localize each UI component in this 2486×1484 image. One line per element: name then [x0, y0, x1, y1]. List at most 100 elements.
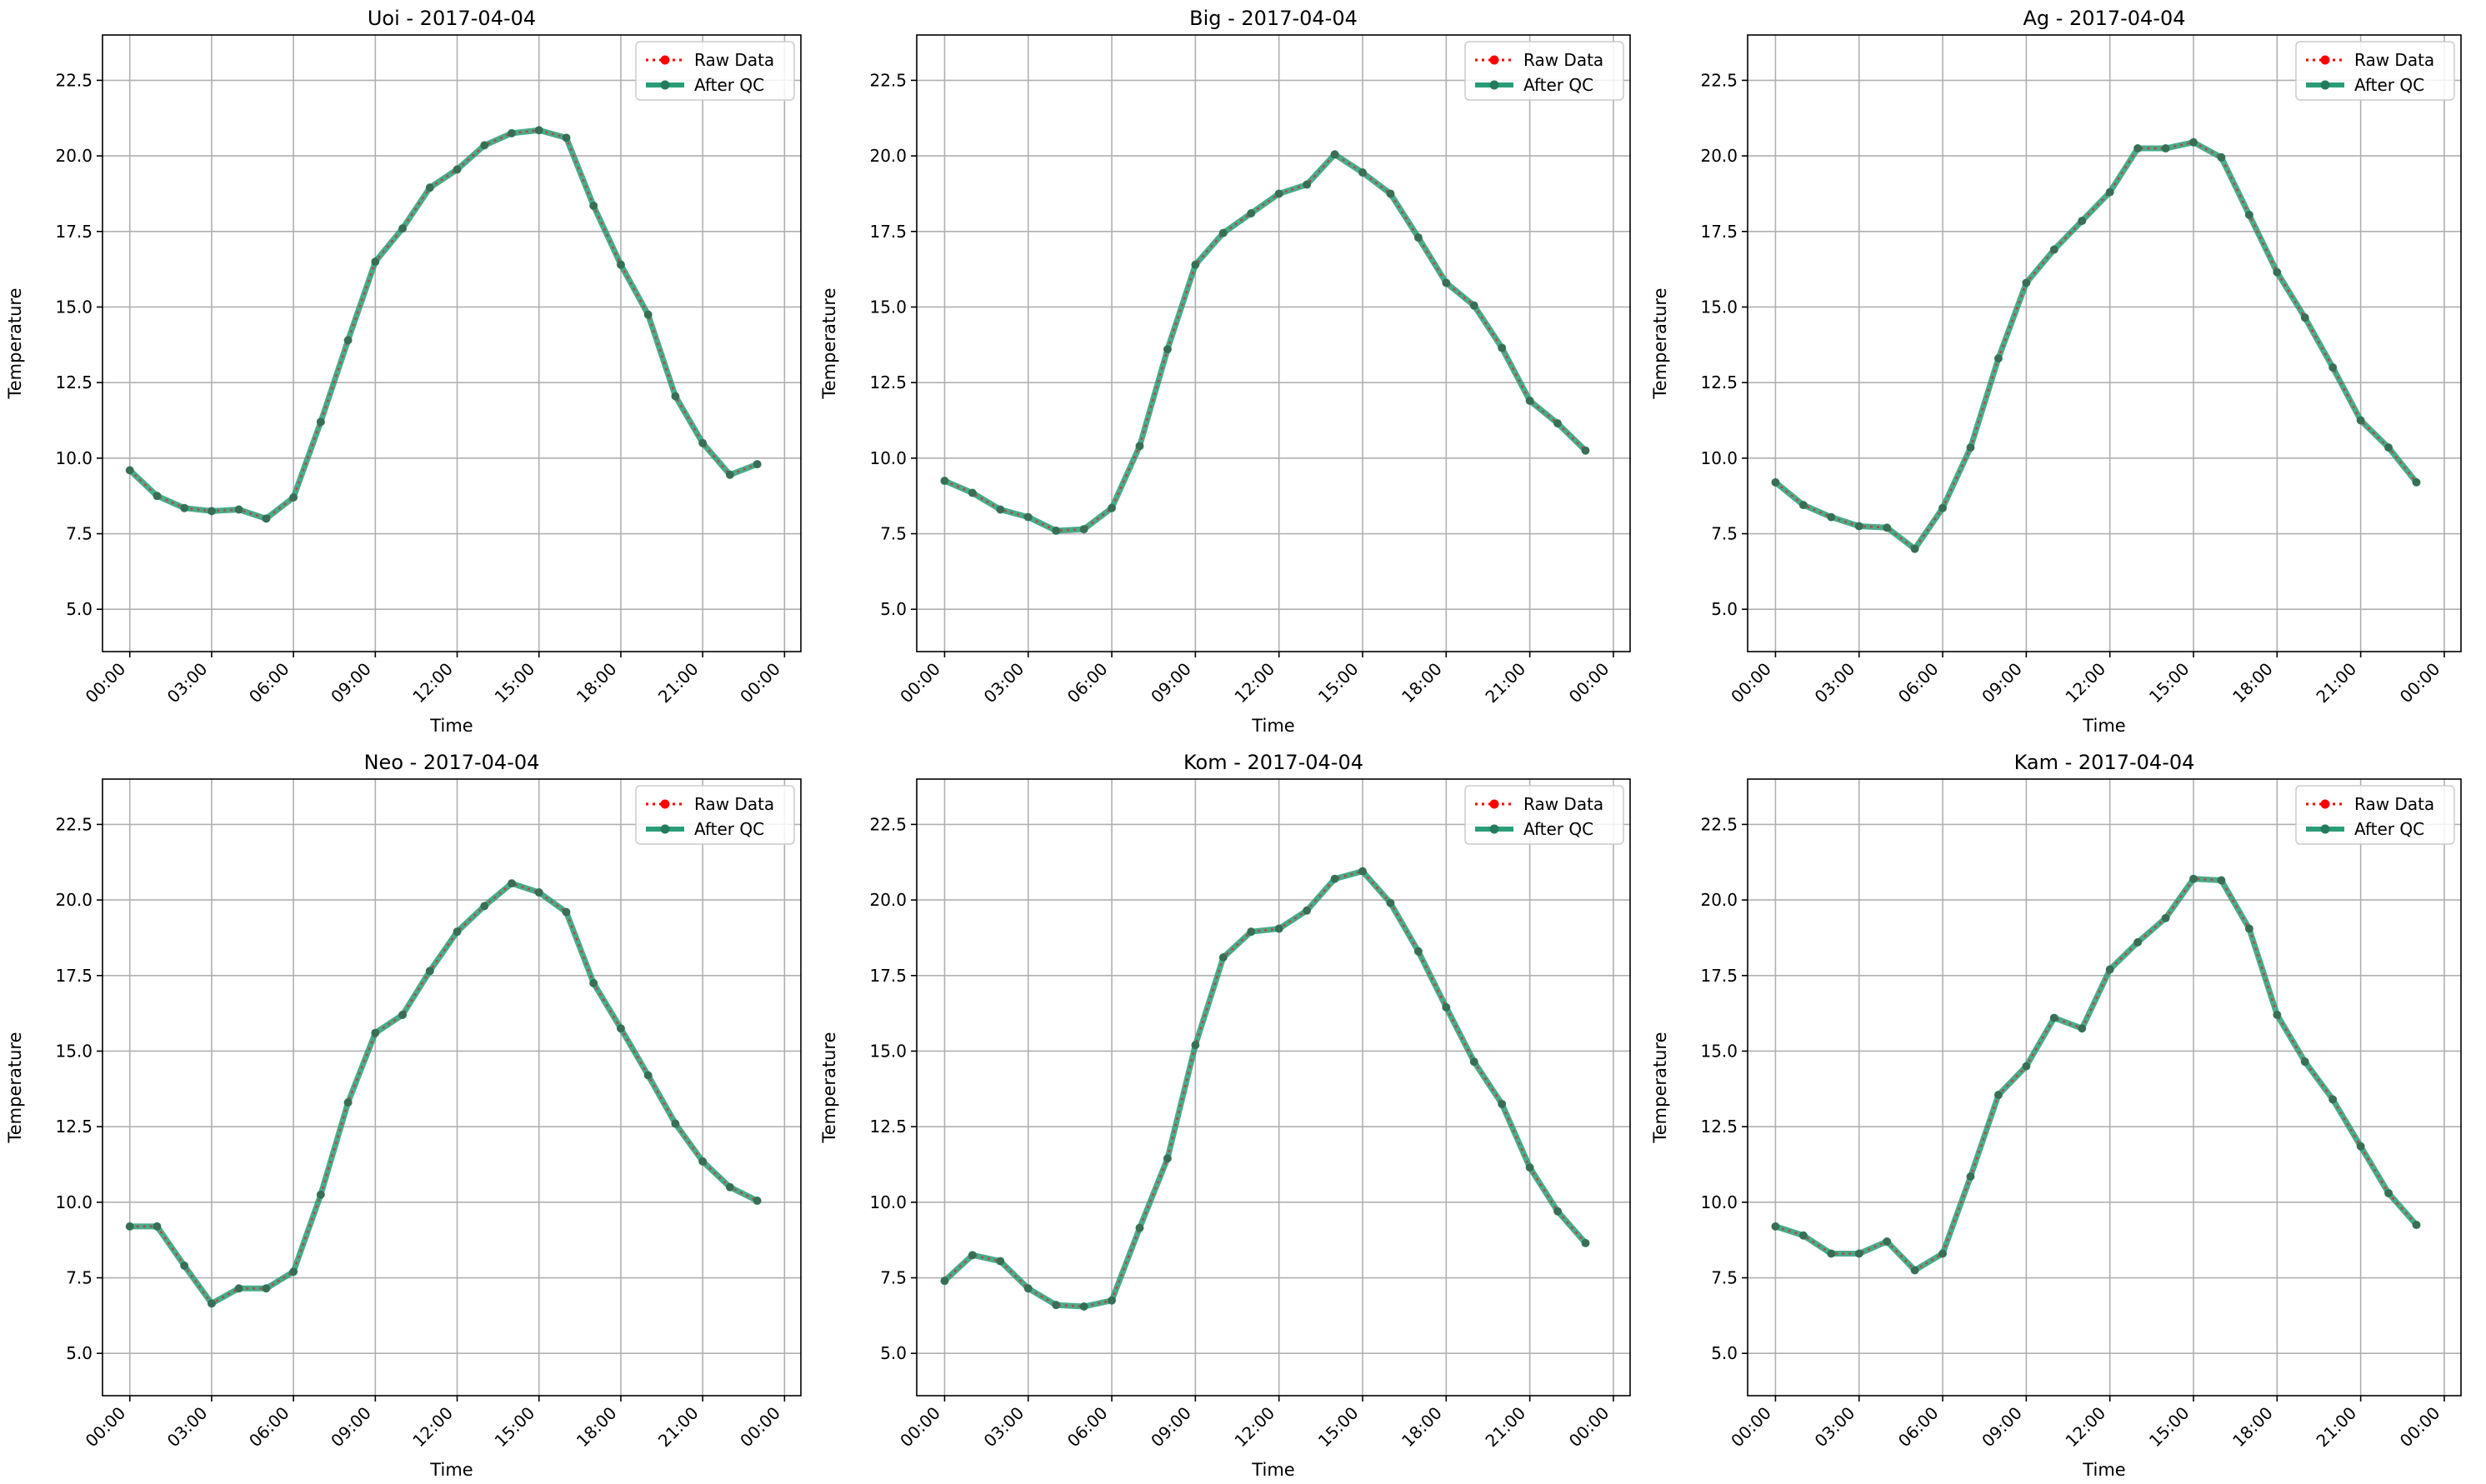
qc-point: [1966, 1172, 1975, 1182]
x-tick-label: 09:00: [327, 659, 375, 707]
legend-qc-label: After QC: [2354, 819, 2424, 839]
x-tick-label: 00:00: [82, 1403, 130, 1452]
y-tick-label: 17.5: [869, 222, 907, 242]
qc-point: [2412, 1221, 2421, 1230]
qc-point: [125, 466, 134, 475]
x-tick-label: 06:00: [1894, 1403, 1943, 1452]
qc-point: [940, 1277, 949, 1286]
series-line-after-qc: [943, 151, 1588, 534]
x-tick-label: 00:00: [1727, 659, 1775, 707]
x-tick-label: 00:00: [896, 659, 944, 707]
x-tick-label: 21:00: [2312, 1403, 2360, 1452]
qc-point: [1191, 260, 1200, 269]
chart-panel-6: 00:00 03:00 06:00 09:00 12:00 15:00 18:00 21:00…: [1650, 751, 2462, 1480]
qc-point: [1303, 906, 1312, 915]
qc-point: [968, 488, 977, 497]
y-tick-label: 20.0: [55, 890, 93, 910]
chart-title: Kam - 2017-04-04: [2014, 751, 2195, 774]
legend: Raw Data After QC: [2295, 41, 2455, 101]
legend-qc-label: After QC: [694, 75, 764, 95]
qc-point: [1993, 1091, 2003, 1100]
qc-point: [968, 1251, 977, 1260]
plot-frame: [1747, 778, 2462, 1397]
qc-point: [2300, 1057, 2309, 1067]
series-line-after-qc: [943, 868, 1588, 1310]
qc-point: [453, 927, 462, 937]
series-line-after-qc: [128, 127, 758, 522]
y-tick-label: 15.0: [55, 1041, 93, 1061]
y-tick-label: 22.5: [55, 70, 93, 90]
qc-point: [1079, 525, 1088, 534]
qc-point: [425, 967, 434, 976]
y-tick-label: 22.5: [1700, 70, 1738, 90]
qc-point: [2412, 477, 2421, 487]
legend-qc-marker: [1489, 80, 1499, 90]
qc-point: [1108, 1296, 1117, 1305]
qc-point: [1910, 1266, 1919, 1275]
qc-point: [1052, 526, 1061, 535]
qc-point: [125, 1222, 134, 1231]
qc-point: [316, 1190, 325, 1199]
qc-point: [1854, 522, 1863, 531]
x-axis-label: Time: [2082, 1460, 2125, 1480]
y-tick-label: 17.5: [55, 222, 93, 242]
plot-frame: [102, 778, 802, 1397]
legend-raw-marker: [2320, 55, 2330, 65]
y-tick-label: 7.5: [880, 524, 907, 544]
legend-qc-marker: [1489, 824, 1499, 834]
y-tick-label: 7.5: [66, 1268, 93, 1288]
x-tick-label: 12:00: [1230, 1403, 1278, 1452]
legend: Raw Data After QC: [2295, 785, 2455, 845]
qc-point: [2133, 144, 2143, 153]
qc-point: [1525, 1163, 1534, 1172]
qc-point: [1218, 228, 1228, 237]
x-tick-label: 21:00: [654, 659, 703, 707]
qc-point: [753, 460, 762, 469]
x-tick-label: 03:00: [163, 659, 212, 707]
qc-point: [180, 503, 189, 512]
plot-frame: [102, 34, 802, 652]
y-tick-label: 7.5: [880, 1268, 907, 1288]
legend-raw-label: Raw Data: [694, 794, 774, 814]
x-tick-label: 15:00: [1314, 1403, 1363, 1452]
legend: Raw Data After QC: [1464, 785, 1624, 845]
qc-point: [1218, 953, 1228, 962]
qc-point: [643, 1071, 653, 1080]
chart-panel-4: 00:00 03:00 06:00 09:00 12:00 15:00 18:00 21:00…: [5, 751, 802, 1480]
qc-point: [1498, 1099, 1507, 1108]
qc-point: [1938, 503, 1948, 512]
y-tick-label: 12.5: [869, 372, 907, 392]
legend-qc-label: After QC: [694, 819, 764, 839]
qc-point: [1247, 209, 1256, 218]
qc-point: [1330, 874, 1339, 883]
qc-point: [562, 133, 571, 142]
qc-point: [2161, 913, 2170, 922]
y-tick-label: 20.0: [1700, 890, 1738, 910]
x-axis-label: Time: [1251, 716, 1294, 736]
x-tick-label: 18:00: [1398, 1403, 1446, 1452]
x-tick-label: 18:00: [1398, 659, 1446, 707]
x-tick-label: 03:00: [1811, 659, 1859, 707]
y-tick-label: 15.0: [1700, 1041, 1738, 1061]
x-tick-label: 00:00: [2396, 659, 2444, 707]
qc-point: [1854, 1249, 1863, 1258]
qc-point: [2078, 217, 2087, 226]
qc-point: [316, 417, 325, 427]
y-tick-label: 10.0: [1700, 1192, 1738, 1212]
qc-point: [616, 260, 625, 269]
qc-point: [2189, 137, 2198, 147]
x-tick-label: 15:00: [2145, 1403, 2193, 1452]
x-axis-label: Time: [2082, 716, 2125, 736]
qc-point: [1525, 396, 1534, 405]
y-tick-label: 17.5: [869, 966, 907, 986]
legend-qc-label: After QC: [2354, 75, 2424, 95]
y-tick-label: 17.5: [1700, 222, 1738, 242]
qc-point: [2133, 937, 2143, 947]
qc-point: [1442, 1002, 1451, 1012]
series-line-raw: [129, 882, 758, 1305]
y-tick-label: 5.0: [880, 1343, 907, 1363]
x-tick-label: 15:00: [1314, 659, 1363, 707]
qc-point: [234, 505, 243, 514]
x-tick-label: 03:00: [980, 659, 1028, 707]
x-tick-label: 03:00: [163, 1403, 212, 1452]
